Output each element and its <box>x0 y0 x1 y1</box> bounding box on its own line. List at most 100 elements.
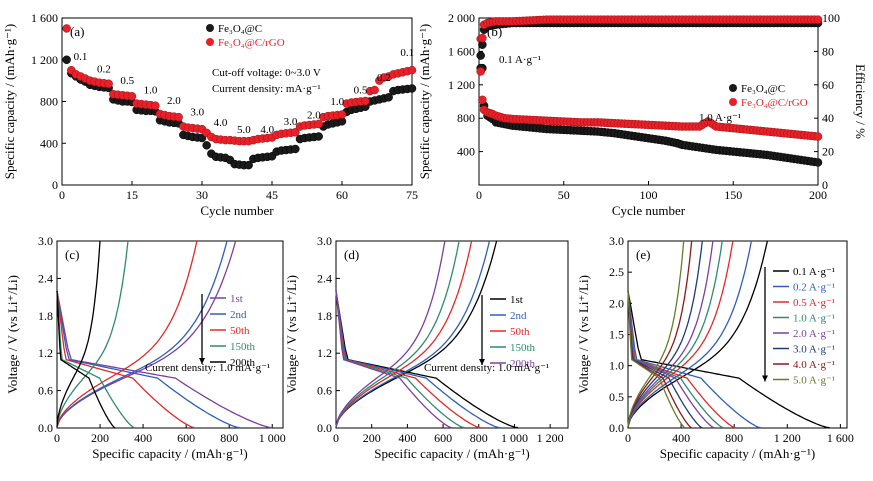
y2-tick-label: 20 <box>822 145 834 159</box>
legend-label: 0.2 A·g⁻¹ <box>793 282 835 294</box>
data-point <box>151 101 160 110</box>
y-tick-label: 3.0 <box>38 234 53 248</box>
panel-letter: (a) <box>70 24 84 39</box>
data-point <box>62 55 71 64</box>
x-tick-label: 400 <box>134 431 152 445</box>
x-tick-label: 50 <box>558 188 570 202</box>
data-point <box>127 92 137 101</box>
discharge-curve <box>627 290 761 429</box>
y-axis-label: Voltage / V (vs Li⁺/Li) <box>5 275 20 394</box>
discharge-curve <box>627 290 715 429</box>
rate-label: 0.5 <box>120 75 134 87</box>
x-tick-label: 1 000 <box>259 431 286 445</box>
discharge-curve <box>56 290 241 429</box>
y-tick-label: 2.5 <box>609 265 624 279</box>
legend-label: Fe₃O₄@C <box>218 23 262 35</box>
y-tick-label: 1 200 <box>31 53 58 67</box>
discharge-curve <box>335 290 501 429</box>
legend-label: 1st <box>230 293 243 305</box>
panel-letter: (c) <box>65 247 79 262</box>
charge-curve <box>56 240 129 427</box>
data-point <box>291 128 300 137</box>
legend-label: Fe₃O₄@C/rGO <box>741 97 808 109</box>
y-tick-label: 1.2 <box>38 346 53 360</box>
rate-label: 0.2 <box>97 64 111 76</box>
x-tick-label: 0 <box>476 188 482 202</box>
legend-label: 2nd <box>510 310 527 322</box>
legend-label: 4.0 A·g⁻¹ <box>793 359 835 371</box>
annotation: Current density: 1.0 mA·g⁻¹ <box>424 362 549 374</box>
charge-curve <box>335 240 491 428</box>
data-point <box>314 119 323 129</box>
data-point <box>361 96 370 106</box>
trend-arrow-head <box>479 359 485 365</box>
x-tick-label: 400 <box>398 431 416 445</box>
data-point <box>813 158 823 167</box>
x-tick-label: 75 <box>406 188 418 202</box>
data-point <box>370 85 379 95</box>
x-tick-label: 800 <box>470 431 488 445</box>
x-axis-label: Specific capacity / (mAh·g⁻¹) <box>92 446 248 461</box>
y-tick-label: 1.5 <box>609 328 624 342</box>
data-point <box>478 33 487 43</box>
data-point <box>314 132 323 141</box>
discharge-curve <box>627 290 686 429</box>
y2-tick-label: 0 <box>822 178 828 192</box>
x-tick-label: 200 <box>363 431 381 445</box>
y2-axis-label: Efficiency / % <box>853 64 868 139</box>
data-point <box>476 67 485 76</box>
legend-label: Fe₃O₄@C <box>741 83 785 95</box>
rate-label: 4.0 <box>260 124 274 136</box>
legend-label: 1st <box>510 294 523 306</box>
charge-curve <box>335 240 446 427</box>
charge-curve <box>627 240 723 427</box>
y-axis-label: Specific capacity / (mAh·g⁻¹) <box>417 24 432 180</box>
legend-label: 2nd <box>230 309 247 321</box>
y2-tick-label: 80 <box>822 44 834 58</box>
x-tick-label: 1 600 <box>827 431 854 445</box>
x-axis-label: Cycle number <box>200 203 274 218</box>
y-tick-label: 0.6 <box>317 384 332 398</box>
annotation: 1.0 A·g⁻¹ <box>699 112 741 124</box>
legend-label: 200th <box>230 357 256 369</box>
legend-marker <box>206 38 214 46</box>
y-axis-label: Specific capacity / (mAh·g⁻¹) <box>2 24 17 180</box>
data-point <box>407 65 417 75</box>
x-tick-label: 600 <box>434 431 452 445</box>
y-tick-label: 2.4 <box>38 271 53 285</box>
x-tick-label: 100 <box>640 188 658 202</box>
rate-label: 0.2 <box>377 72 391 84</box>
panel-letter: (e) <box>636 247 650 262</box>
data-point <box>813 15 823 24</box>
data-point <box>478 95 487 105</box>
plot-frame <box>335 240 569 429</box>
rate-label: 0.1 <box>400 47 414 59</box>
rate-label: 3.0 <box>284 116 298 128</box>
data-point <box>291 144 300 154</box>
discharge-curve <box>56 290 135 429</box>
discharge-curve <box>56 290 116 429</box>
y-tick-label: 1 200 <box>448 78 475 92</box>
legend-marker <box>206 24 214 32</box>
data-point <box>813 132 823 141</box>
y2-tick-label: 60 <box>822 78 834 92</box>
rate-label: 0.5 <box>354 85 368 97</box>
y-tick-label: 0.0 <box>317 421 332 435</box>
rate-label: 2.0 <box>307 110 321 122</box>
y-tick-label: 3.0 <box>317 234 332 248</box>
y-tick-label: 3.0 <box>609 234 624 248</box>
x-tick-label: 0 <box>54 431 60 445</box>
y-tick-label: 1 600 <box>448 44 475 58</box>
y-tick-label: 1.2 <box>317 346 332 360</box>
x-axis-label: Cycle number <box>612 203 686 218</box>
legend-label: 2.0 A·g⁻¹ <box>793 328 835 340</box>
x-axis-label: Specific capacity / (mAh·g⁻¹) <box>374 446 530 461</box>
charge-curve <box>335 240 460 427</box>
x-tick-label: 60 <box>336 188 348 202</box>
legend-label: 150th <box>510 342 536 354</box>
y-tick-label: 800 <box>457 111 475 125</box>
x-tick-label: 1 000 <box>501 431 528 445</box>
charge-curve <box>627 240 703 427</box>
legend-label: 3.0 A·g⁻¹ <box>793 344 835 356</box>
